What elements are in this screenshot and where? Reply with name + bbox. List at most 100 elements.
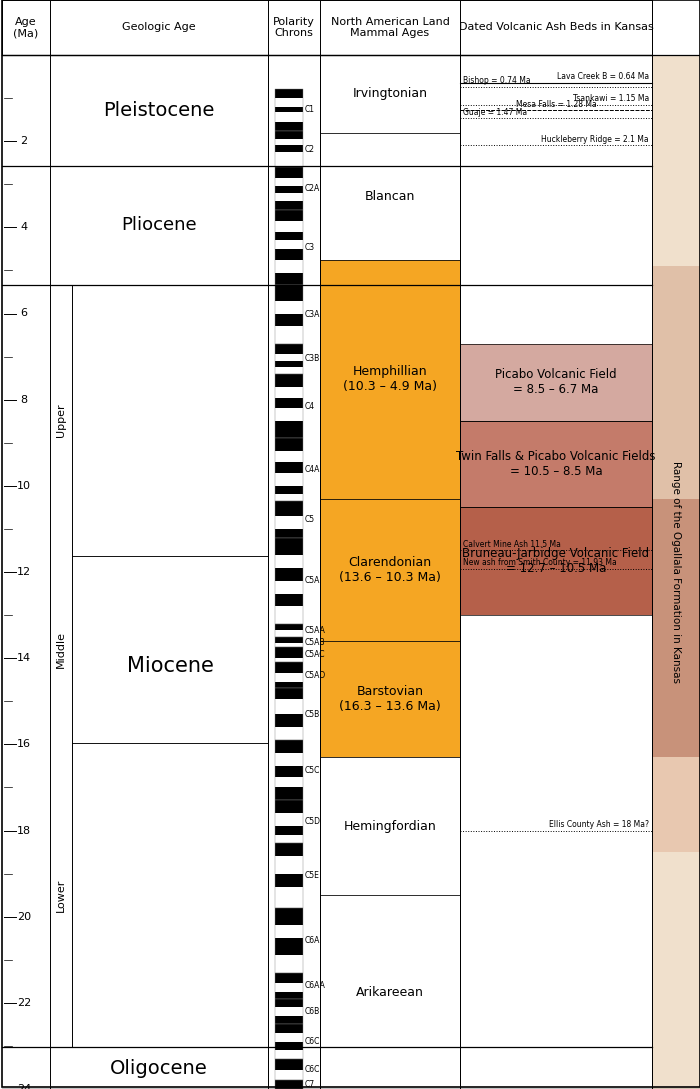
Bar: [275, 132, 303, 167]
Bar: [652, 757, 700, 852]
Text: Calvert Mine Ash 11.5 Ma: Calvert Mine Ash 11.5 Ma: [463, 540, 561, 549]
Text: Polarity
Chrons: Polarity Chrons: [273, 16, 315, 38]
Bar: [275, 843, 303, 856]
Bar: [275, 374, 303, 387]
Text: C6C: C6C: [305, 1037, 321, 1047]
Text: C3B: C3B: [305, 354, 321, 364]
Bar: [275, 259, 303, 272]
Bar: [275, 1059, 303, 1069]
Bar: [275, 787, 303, 800]
Bar: [275, 999, 303, 1007]
Bar: [275, 1025, 303, 1059]
Text: 8: 8: [20, 394, 27, 405]
Bar: [275, 360, 303, 367]
Bar: [275, 1080, 303, 1089]
Text: C5B: C5B: [305, 710, 321, 719]
Bar: [460, 56, 652, 1089]
Bar: [275, 637, 303, 644]
Bar: [275, 624, 303, 631]
Text: C6A: C6A: [305, 935, 321, 945]
Bar: [268, 56, 320, 1089]
Text: Middle: Middle: [56, 631, 66, 668]
Text: C2: C2: [305, 145, 315, 154]
Text: Barstovian
(16.3 – 13.6 Ma): Barstovian (16.3 – 13.6 Ma): [339, 685, 441, 713]
Bar: [275, 1033, 303, 1041]
Bar: [50, 0, 268, 56]
Bar: [275, 800, 303, 843]
Text: 20: 20: [17, 911, 31, 921]
Text: North American Land
Mammal Ages: North American Land Mammal Ages: [330, 16, 449, 38]
Bar: [320, 133, 460, 259]
Text: C2A: C2A: [305, 184, 321, 193]
Bar: [275, 421, 303, 439]
Text: Range of the Ogallala Formation in Kansas: Range of the Ogallala Formation in Kansa…: [671, 461, 681, 683]
Bar: [275, 193, 303, 201]
Bar: [275, 624, 303, 637]
Bar: [275, 132, 303, 139]
Text: Arikareean: Arikareean: [356, 986, 424, 999]
Text: C5: C5: [305, 515, 315, 524]
Bar: [275, 873, 303, 886]
Text: Miocene: Miocene: [127, 656, 214, 676]
Text: 12: 12: [17, 567, 31, 577]
Bar: [275, 146, 303, 152]
Text: C5A: C5A: [305, 576, 321, 585]
Bar: [275, 1069, 303, 1080]
Bar: [460, 421, 652, 507]
Bar: [275, 1041, 303, 1050]
Bar: [460, 344, 652, 421]
Text: C6AA: C6AA: [305, 981, 326, 990]
Bar: [275, 776, 303, 787]
Bar: [275, 999, 303, 1025]
Bar: [275, 886, 303, 908]
Bar: [275, 752, 303, 766]
Text: Guaje = 1.47 Ma: Guaje = 1.47 Ma: [463, 108, 527, 117]
Bar: [275, 682, 303, 688]
Bar: [275, 107, 303, 112]
Bar: [275, 992, 303, 999]
Bar: [275, 637, 303, 647]
Bar: [275, 813, 303, 827]
Bar: [275, 538, 303, 624]
Bar: [275, 112, 303, 122]
Bar: [275, 983, 303, 992]
Bar: [275, 354, 303, 360]
Bar: [275, 856, 303, 873]
Text: C5AC: C5AC: [305, 650, 326, 660]
Bar: [275, 167, 303, 178]
Bar: [2, 0, 50, 56]
Bar: [275, 462, 303, 473]
Bar: [275, 554, 303, 567]
Bar: [275, 631, 303, 637]
Bar: [275, 1050, 303, 1059]
Text: Hemingfordian: Hemingfordian: [344, 820, 436, 833]
Text: C5AA: C5AA: [305, 626, 326, 635]
Text: Mesa Falls = 1.28 Ma: Mesa Falls = 1.28 Ma: [516, 100, 596, 109]
Bar: [275, 827, 303, 835]
Bar: [275, 972, 303, 983]
Bar: [275, 516, 303, 529]
Bar: [275, 644, 303, 647]
Text: C3A: C3A: [305, 310, 321, 319]
Bar: [652, 499, 700, 757]
Text: 14: 14: [17, 653, 31, 663]
Bar: [275, 1059, 303, 1080]
Bar: [275, 88, 303, 132]
Text: Oligocene: Oligocene: [110, 1059, 208, 1078]
Bar: [275, 285, 303, 301]
Bar: [320, 757, 460, 895]
Bar: [275, 374, 303, 439]
Bar: [275, 122, 303, 132]
Bar: [275, 285, 303, 344]
Bar: [320, 499, 460, 641]
Text: Geologic Age: Geologic Age: [122, 23, 196, 33]
Bar: [275, 955, 303, 972]
Bar: [275, 139, 303, 146]
Bar: [275, 344, 303, 354]
Text: Lava Creek B = 0.64 Ma: Lava Creek B = 0.64 Ma: [557, 72, 649, 81]
Bar: [275, 673, 303, 682]
Text: C1: C1: [305, 106, 315, 114]
Bar: [275, 843, 303, 908]
Bar: [275, 98, 303, 107]
Text: Pliocene: Pliocene: [121, 217, 197, 234]
